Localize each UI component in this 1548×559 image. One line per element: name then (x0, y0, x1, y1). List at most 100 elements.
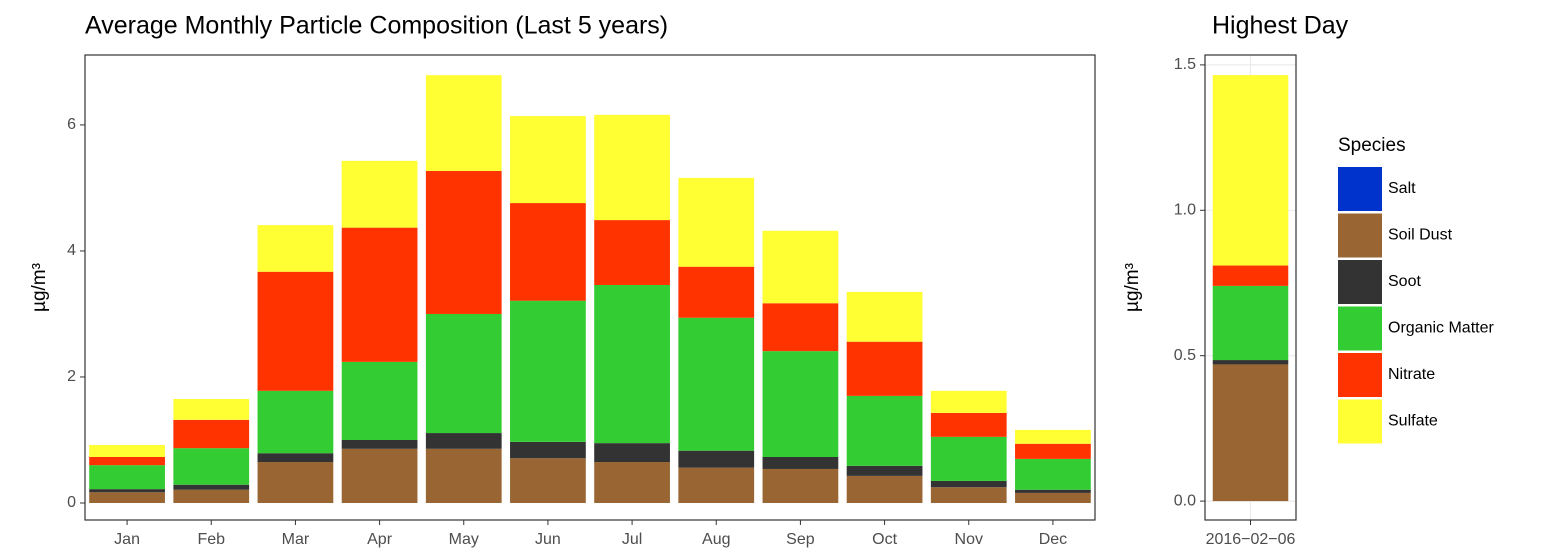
y-tick-label: 4 (67, 242, 76, 259)
bar-segment (510, 458, 586, 503)
legend-label: Sulfate (1388, 413, 1438, 430)
legend-swatch (1338, 399, 1382, 444)
bar-segment (594, 462, 670, 503)
bar-segment (846, 291, 923, 342)
bar-segment (510, 116, 586, 204)
x-tick-label: Aug (702, 531, 730, 548)
legend-label: Nitrate (1388, 366, 1435, 383)
bar-segment (1015, 492, 1091, 503)
x-tick-label: Feb (197, 531, 225, 548)
bar-segment (678, 467, 755, 503)
legend-label: Salt (1388, 180, 1416, 197)
bar-segment (594, 114, 670, 221)
x-tick-label: Oct (872, 531, 897, 548)
bar-segment (257, 225, 334, 272)
bar-segment (173, 399, 250, 420)
bar-segment (762, 468, 839, 503)
bar-segment (846, 341, 923, 396)
x-tick-label: Nov (955, 531, 983, 548)
legend-label: Organic Matter (1388, 320, 1494, 337)
legend-swatch (1338, 167, 1382, 211)
y-tick-label: 6 (67, 116, 76, 133)
bar-segment (930, 487, 1007, 503)
y-tick-label: 1.5 (1174, 56, 1196, 73)
y-tick-label: 2 (67, 368, 76, 385)
legend-label: Soot (1388, 273, 1421, 290)
bar-segment (510, 441, 586, 459)
bar-segment (257, 390, 334, 454)
bar-segment (678, 266, 755, 318)
bar-segment (425, 433, 502, 449)
bar-segment (762, 303, 839, 352)
bar-segment (1212, 285, 1289, 361)
bar-segment (594, 220, 670, 285)
x-tick-label: Jun (535, 531, 561, 548)
x-tick-label: Jan (114, 531, 140, 548)
bar-segment (1015, 489, 1091, 493)
chart-title: Average Monthly Particle Composition (La… (85, 12, 668, 40)
bar-segment (173, 448, 250, 485)
bar-segment (930, 390, 1007, 413)
bar-segment (425, 170, 502, 314)
bar-segment (678, 177, 755, 267)
y-axis-title: µg/m³ (1122, 263, 1143, 312)
bar-segment (341, 361, 418, 440)
bar-segment (425, 313, 502, 434)
panel-border (1204, 54, 1297, 521)
bar-segment (173, 489, 250, 503)
legend-label: Soil Dust (1388, 227, 1453, 244)
bar-segment (257, 462, 334, 503)
x-tick-label: Sep (786, 531, 815, 548)
bar-segment (89, 489, 165, 493)
bar-segment (762, 230, 839, 304)
x-tick-label: 2016−02−06 (1206, 531, 1296, 548)
bar-segment (425, 75, 502, 171)
bar-segment (930, 436, 1007, 481)
bar-segment (1015, 458, 1091, 490)
y-axis-title: µg/m³ (29, 263, 50, 312)
bar-segment (425, 448, 502, 503)
bar-segment (257, 453, 334, 463)
bar-segment (762, 456, 839, 469)
bar-segment (594, 443, 670, 463)
chart-title: Highest Day (1212, 12, 1349, 40)
x-tick-label: Mar (282, 531, 310, 548)
bar-segment (173, 484, 250, 490)
legend-title: Species (1338, 135, 1406, 156)
bar-segment (1212, 364, 1289, 502)
bar-segment (846, 475, 923, 503)
legend-swatch (1338, 353, 1382, 397)
x-tick-label: Dec (1039, 531, 1067, 548)
y-tick-label: 0.0 (1174, 492, 1196, 509)
bar-segment (1212, 265, 1289, 286)
legend-swatch (1338, 213, 1382, 258)
bar-segment (930, 480, 1007, 488)
bar-segment (930, 412, 1007, 437)
bar-segment (341, 439, 418, 449)
bar-segment (1015, 443, 1091, 459)
legend-swatch (1338, 260, 1382, 304)
bar-segment (678, 317, 755, 451)
bar-segment (341, 448, 418, 503)
bar-segment (89, 456, 165, 466)
y-tick-label: 0.5 (1174, 347, 1196, 364)
bar-segment (1212, 75, 1289, 266)
x-tick-label: Apr (367, 531, 393, 548)
bar-segment (89, 445, 165, 457)
y-tick-label: 0 (67, 494, 76, 511)
bar-segment (1212, 360, 1289, 365)
bar-segment (89, 492, 165, 503)
bar-segment (89, 465, 165, 490)
bar-segment (257, 271, 334, 391)
bar-segment (678, 450, 755, 468)
bar-segment (1015, 429, 1091, 444)
bar-segment (846, 395, 923, 466)
x-tick-label: May (449, 531, 479, 548)
x-tick-label: Jul (622, 531, 642, 548)
bar-segment (341, 160, 418, 228)
bar-segment (341, 227, 418, 362)
bar-segment (510, 203, 586, 301)
legend-swatch (1338, 306, 1382, 351)
y-tick-label: 1.0 (1174, 202, 1196, 219)
bar-segment (846, 465, 923, 476)
